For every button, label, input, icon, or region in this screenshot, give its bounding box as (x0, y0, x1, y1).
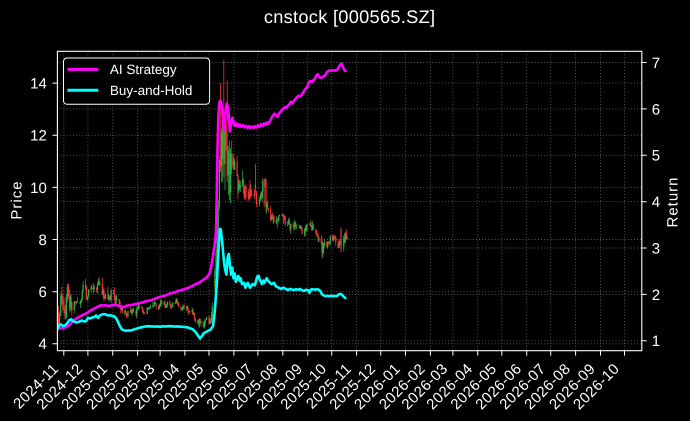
svg-text:Price: Price (9, 180, 26, 219)
svg-text:2: 2 (652, 287, 660, 304)
svg-text:4: 4 (652, 194, 660, 211)
svg-text:1: 1 (652, 333, 660, 350)
svg-text:12: 12 (30, 128, 47, 145)
svg-text:8: 8 (38, 232, 46, 249)
svg-text:3: 3 (652, 240, 660, 257)
svg-text:Buy-and-Hold: Buy-and-Hold (110, 83, 193, 98)
svg-text:6: 6 (652, 101, 660, 118)
svg-text:10: 10 (30, 180, 47, 197)
svg-text:14: 14 (30, 76, 47, 93)
svg-text:6: 6 (38, 284, 46, 301)
svg-text:cnstock [000565.SZ]: cnstock [000565.SZ] (264, 7, 436, 27)
svg-text:7: 7 (652, 55, 660, 72)
svg-text:4: 4 (38, 336, 46, 353)
svg-text:AI Strategy: AI Strategy (110, 62, 177, 77)
svg-text:Return: Return (665, 176, 682, 227)
svg-text:5: 5 (652, 148, 660, 165)
